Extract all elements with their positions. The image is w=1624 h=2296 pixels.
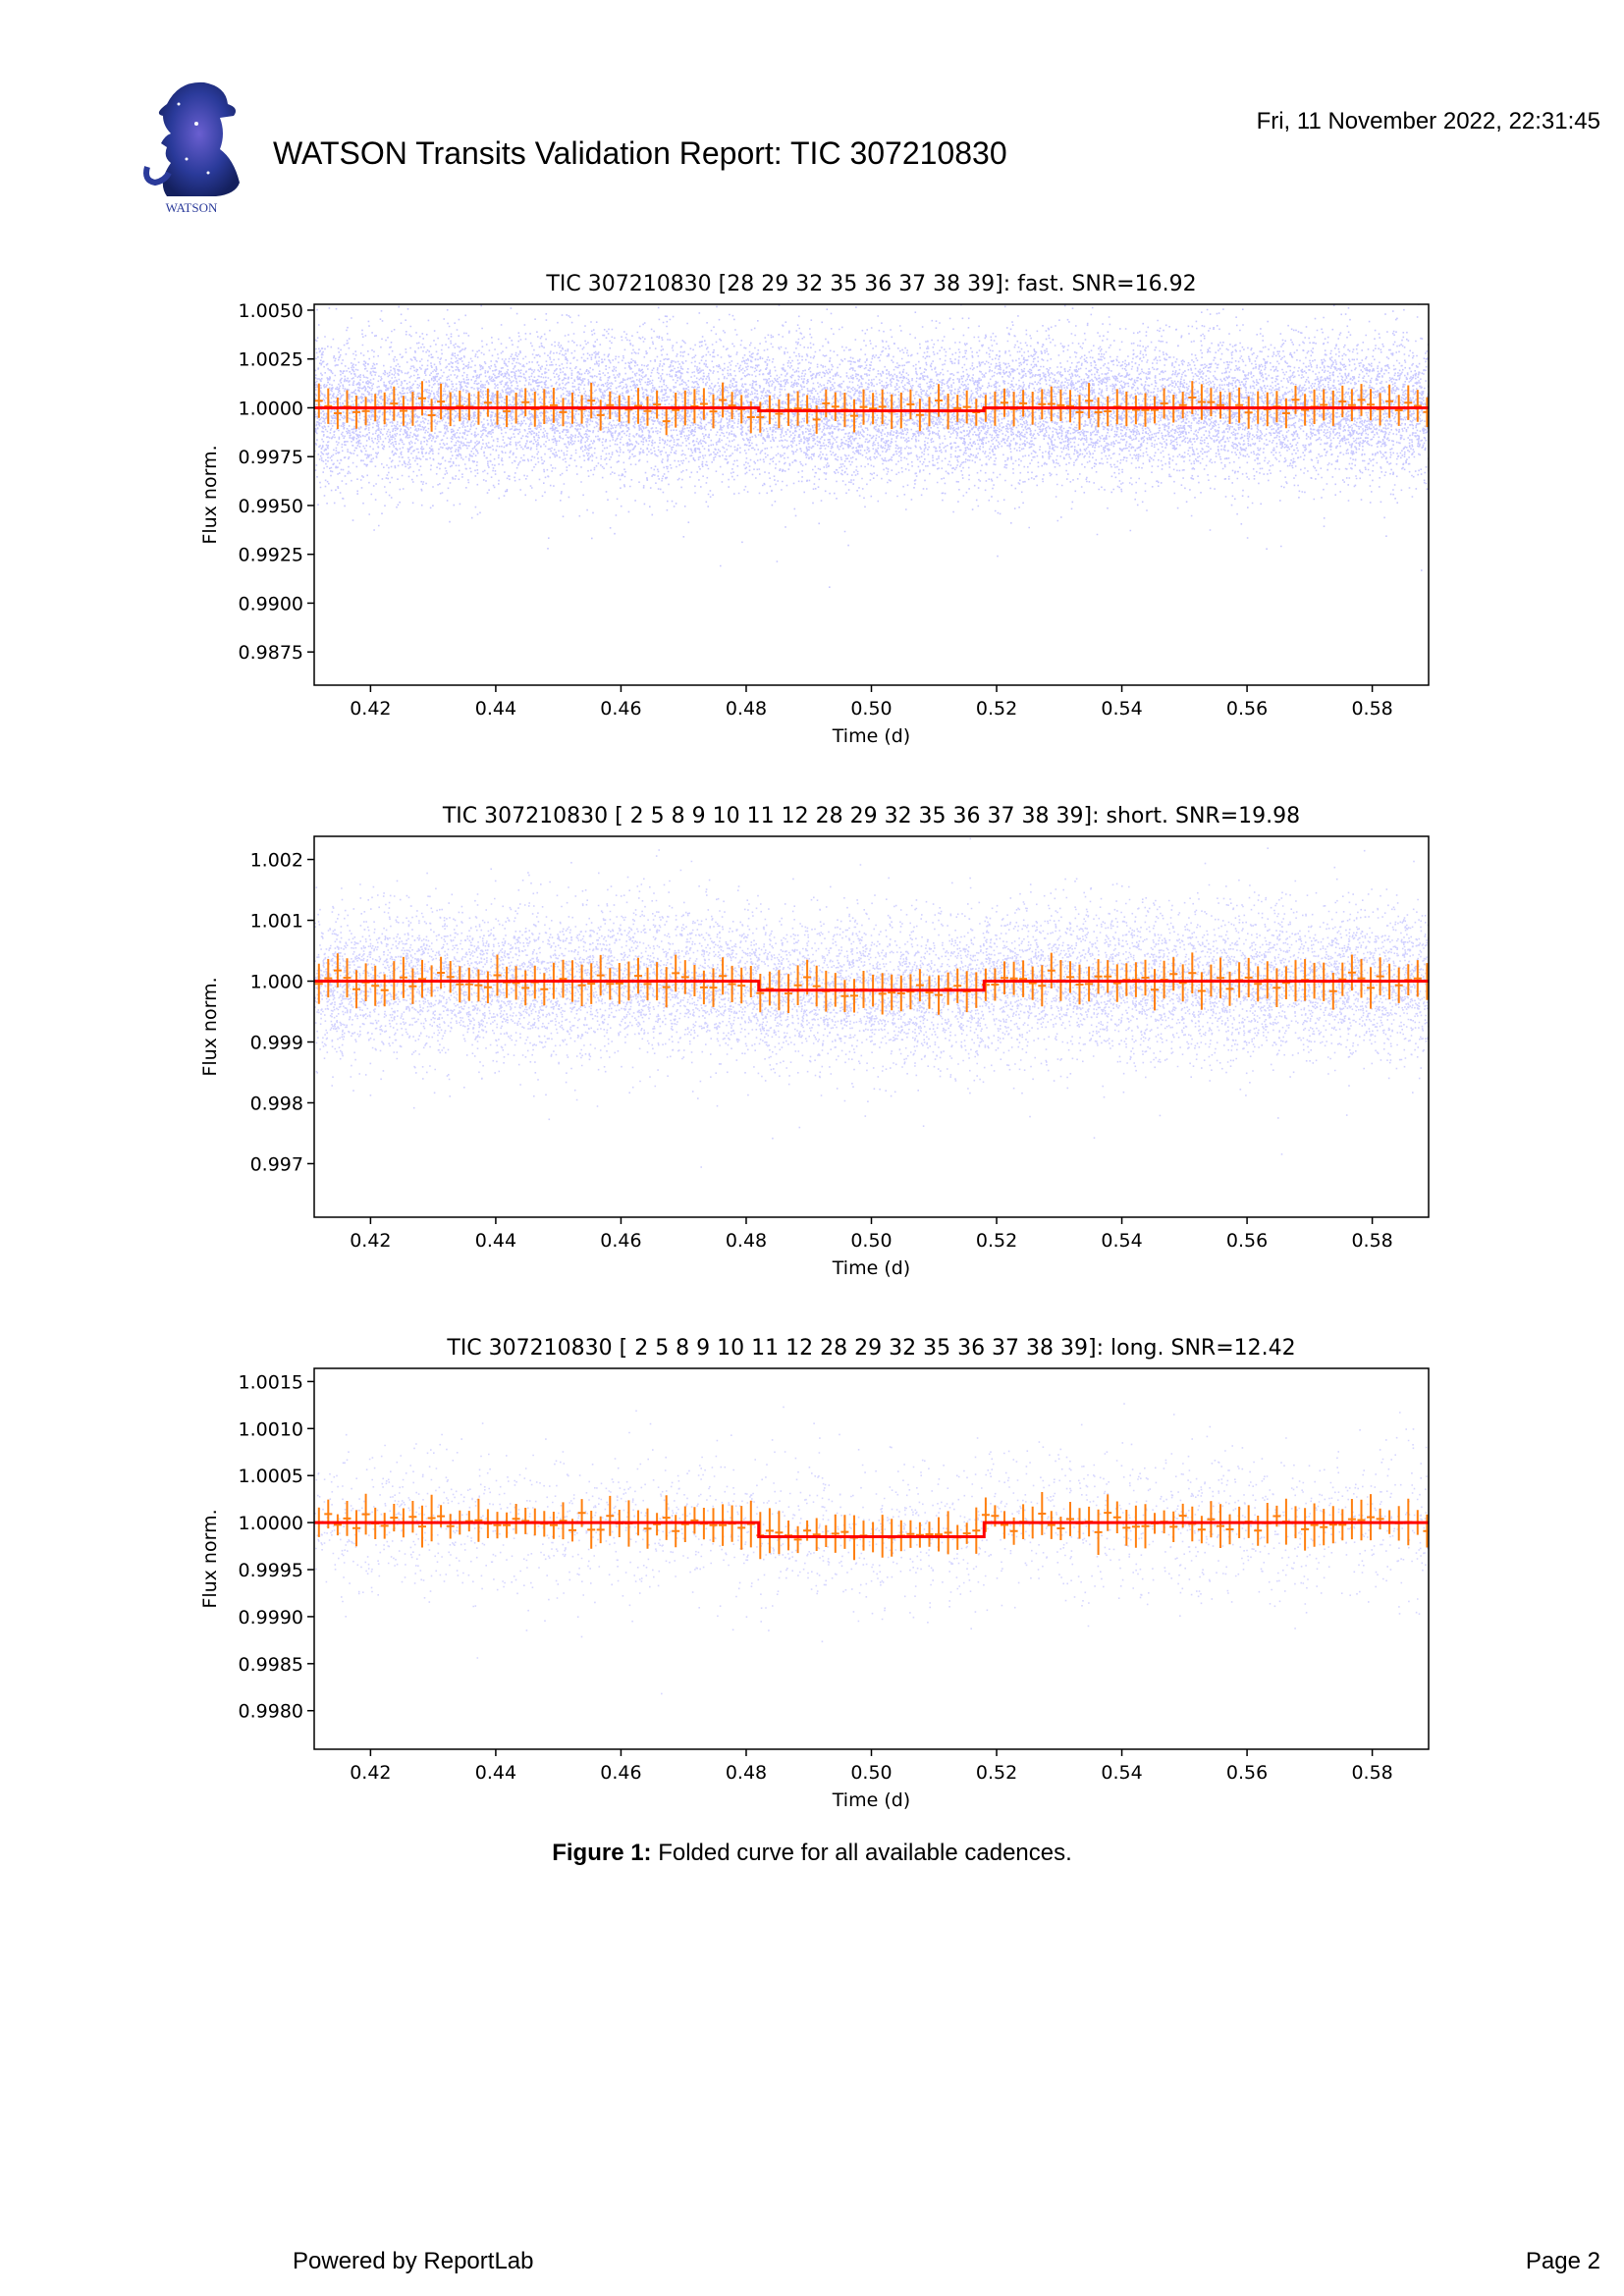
x-tick-label: 0.44 xyxy=(475,1762,516,1784)
y-tick-label: 0.9990 xyxy=(239,1607,303,1629)
chart-title: TIC 307210830 [ 2 5 8 9 10 11 12 28 29 3… xyxy=(446,1336,1295,1361)
page-number: Page 2 xyxy=(1525,2248,1600,2274)
y-tick-label: 0.998 xyxy=(250,1093,303,1114)
x-tick-label: 0.56 xyxy=(1226,698,1268,720)
y-tick-label: 1.002 xyxy=(250,850,303,872)
x-tick-label: 0.58 xyxy=(1351,1230,1392,1252)
y-tick-label: 1.000 xyxy=(250,972,303,993)
y-tick-label: 1.0005 xyxy=(239,1466,303,1487)
plot-frame xyxy=(313,303,1430,686)
y-tick-label: 1.001 xyxy=(250,911,303,933)
watson-logo: WATSON xyxy=(118,65,265,222)
y-axis-label: Flux norm. xyxy=(199,977,221,1076)
chart-short: TIC 307210830 [ 2 5 8 9 10 11 12 28 29 3… xyxy=(187,797,1443,1327)
x-tick-label: 0.48 xyxy=(726,698,767,720)
chart-fast-svg: TIC 307210830 [28 29 32 35 36 37 38 39]:… xyxy=(199,272,1430,747)
raw-flux-points xyxy=(314,304,1429,588)
y-tick-label: 0.997 xyxy=(250,1153,303,1175)
x-tick-label: 0.56 xyxy=(1226,1230,1268,1252)
y-tick-label: 0.9900 xyxy=(239,593,303,614)
y-tick-label: 0.9995 xyxy=(239,1560,303,1581)
x-tick-label: 0.50 xyxy=(850,698,892,720)
x-tick-label: 0.44 xyxy=(475,1230,516,1252)
x-tick-label: 0.58 xyxy=(1351,1762,1392,1784)
binned-error-bars xyxy=(314,1492,1429,1561)
x-tick-label: 0.50 xyxy=(850,1230,892,1252)
transit-model-line xyxy=(314,1521,1429,1538)
plot-area xyxy=(314,304,1429,588)
x-tick-label: 0.46 xyxy=(600,698,641,720)
plot-area xyxy=(314,1403,1429,1695)
x-axis-label: Time (d) xyxy=(832,725,910,747)
x-tick-label: 0.46 xyxy=(600,1230,641,1252)
x-tick-label: 0.42 xyxy=(350,698,391,720)
raw-flux-points xyxy=(314,837,1429,1168)
y-tick-label: 1.0050 xyxy=(239,300,303,322)
y-tick-label: 0.999 xyxy=(250,1032,303,1053)
x-tick-label: 0.56 xyxy=(1226,1762,1268,1784)
y-tick-label: 0.9985 xyxy=(239,1654,303,1676)
x-tick-label: 0.58 xyxy=(1351,698,1392,720)
x-tick-label: 0.54 xyxy=(1101,1230,1142,1252)
transit-model-line xyxy=(314,405,1429,412)
y-tick-label: 1.0000 xyxy=(239,1513,303,1534)
x-tick-label: 0.42 xyxy=(350,1230,391,1252)
y-tick-label: 0.9975 xyxy=(239,447,303,468)
y-tick-label: 1.0015 xyxy=(239,1371,303,1393)
x-tick-label: 0.52 xyxy=(976,698,1017,720)
x-tick-label: 0.54 xyxy=(1101,1762,1142,1784)
y-tick-label: 0.9925 xyxy=(239,545,303,566)
y-tick-label: 1.0000 xyxy=(239,398,303,419)
y-axis-label: Flux norm. xyxy=(199,445,221,544)
chart-long: TIC 307210830 [ 2 5 8 9 10 11 12 28 29 3… xyxy=(187,1329,1443,1859)
x-axis-label: Time (d) xyxy=(832,1789,910,1811)
footer-powered-by: Powered by ReportLab xyxy=(293,2248,534,2274)
x-tick-label: 0.46 xyxy=(600,1762,641,1784)
x-tick-label: 0.48 xyxy=(726,1230,767,1252)
figure-caption: Figure 1: Folded curve for all available… xyxy=(0,1840,1624,1867)
x-tick-label: 0.54 xyxy=(1101,698,1142,720)
y-tick-label: 0.9980 xyxy=(239,1701,303,1723)
y-tick-label: 1.0025 xyxy=(239,349,303,371)
chart-title: TIC 307210830 [28 29 32 35 36 37 38 39]:… xyxy=(545,272,1196,296)
y-tick-label: 0.9950 xyxy=(239,496,303,517)
chart-fast: TIC 307210830 [28 29 32 35 36 37 38 39]:… xyxy=(187,265,1443,795)
transit-model-line xyxy=(314,980,1429,992)
report-title: WATSON Transits Validation Report: TIC 3… xyxy=(273,135,1007,171)
x-tick-label: 0.42 xyxy=(350,1762,391,1784)
plot-frame xyxy=(313,1367,1430,1750)
y-tick-label: 1.0010 xyxy=(239,1418,303,1440)
x-tick-label: 0.52 xyxy=(976,1230,1017,1252)
caption-text: Folded curve for all available cadences. xyxy=(651,1840,1072,1866)
y-axis-label: Flux norm. xyxy=(199,1509,221,1608)
x-tick-label: 0.48 xyxy=(726,1762,767,1784)
chart-long-svg: TIC 307210830 [ 2 5 8 9 10 11 12 28 29 3… xyxy=(199,1336,1430,1811)
x-tick-label: 0.50 xyxy=(850,1762,892,1784)
chart-title: TIC 307210830 [ 2 5 8 9 10 11 12 28 29 3… xyxy=(442,804,1300,828)
x-axis-label: Time (d) xyxy=(832,1257,910,1279)
y-tick-label: 0.9875 xyxy=(239,642,303,664)
svg-text:WATSON: WATSON xyxy=(166,200,218,215)
caption-label: Figure 1: xyxy=(552,1840,652,1866)
report-date: Fri, 11 November 2022, 22:31:45 xyxy=(1256,108,1600,134)
plot-area xyxy=(314,837,1429,1168)
x-tick-label: 0.44 xyxy=(475,698,516,720)
x-tick-label: 0.52 xyxy=(976,1762,1017,1784)
chart-short-svg: TIC 307210830 [ 2 5 8 9 10 11 12 28 29 3… xyxy=(199,804,1430,1279)
